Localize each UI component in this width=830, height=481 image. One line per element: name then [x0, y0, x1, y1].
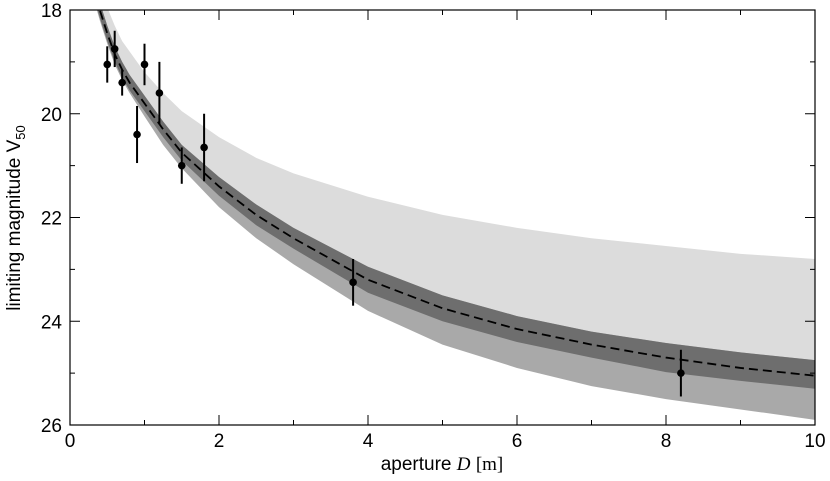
data-point: [177, 161, 186, 170]
x-tick-label: 6: [512, 431, 523, 452]
data-point: [133, 130, 141, 139]
data-point: [349, 278, 357, 287]
plot-area: [96, 10, 815, 420]
x-label-symbol: D: [456, 454, 471, 475]
x-label-unit: [m]: [476, 454, 503, 475]
x-tick-label: 8: [661, 431, 672, 452]
data-point: [103, 60, 112, 69]
y-label-text: limiting magnitude V: [4, 139, 25, 310]
y-label-sub: 50: [13, 125, 28, 139]
y-tick-label: 18: [41, 1, 62, 22]
confidence-band: [97, 10, 815, 389]
x-tick-label: 10: [804, 431, 825, 452]
x-tick-label: 2: [214, 431, 225, 452]
y-tick-label: 24: [41, 312, 63, 333]
confidence-band: [97, 10, 815, 389]
y-tick-label: 26: [41, 416, 62, 437]
data-point: [140, 60, 149, 69]
data-point: [200, 143, 208, 152]
data-point: [110, 45, 119, 53]
x-tick-label: 4: [363, 431, 374, 452]
y-tick-label: 22: [41, 209, 62, 230]
data-point: [677, 369, 685, 377]
data-point: [118, 78, 126, 87]
x-tick-label: 0: [65, 431, 76, 452]
y-tick-label: 20: [41, 105, 62, 126]
x-axis-label: aperture D [m]: [381, 454, 504, 475]
data-point: [155, 89, 164, 97]
y-axis-label: limiting magnitude V50: [4, 125, 28, 311]
x-label-text: aperture: [381, 454, 452, 475]
